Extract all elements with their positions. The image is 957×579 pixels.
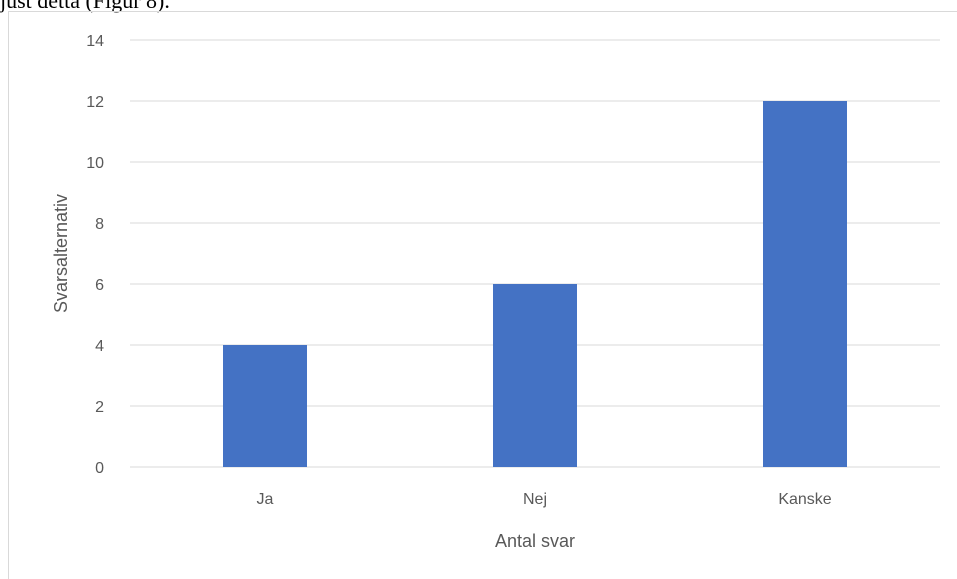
x-category-labels: Ja Nej Kanske	[257, 491, 832, 508]
y-tick-label: 4	[95, 338, 104, 355]
bar-nej	[493, 284, 577, 467]
y-tick-label: 2	[95, 399, 104, 416]
y-tick-label: 10	[86, 155, 104, 172]
bar-kanske	[763, 101, 847, 467]
y-tick-label: 8	[95, 216, 104, 233]
page-text-fragment: just detta (Figur 8).	[0, 0, 170, 13]
y-tick-label: 14	[86, 33, 104, 50]
chart-frame	[8, 11, 957, 579]
y-tick-labels: 0 2 4 6 8 10 12 14	[86, 33, 104, 477]
x-category-label: Kanske	[778, 491, 831, 508]
y-tick-label: 0	[95, 460, 104, 477]
y-tick-label: 12	[86, 94, 104, 111]
y-tick-label: 6	[95, 277, 104, 294]
bar-ja	[223, 345, 307, 467]
bars	[223, 101, 847, 467]
x-axis-title: Antal svar	[495, 531, 575, 551]
x-category-label: Ja	[257, 491, 274, 508]
x-category-label: Nej	[523, 491, 547, 508]
y-axis-title: Svarsalternativ	[51, 194, 71, 313]
